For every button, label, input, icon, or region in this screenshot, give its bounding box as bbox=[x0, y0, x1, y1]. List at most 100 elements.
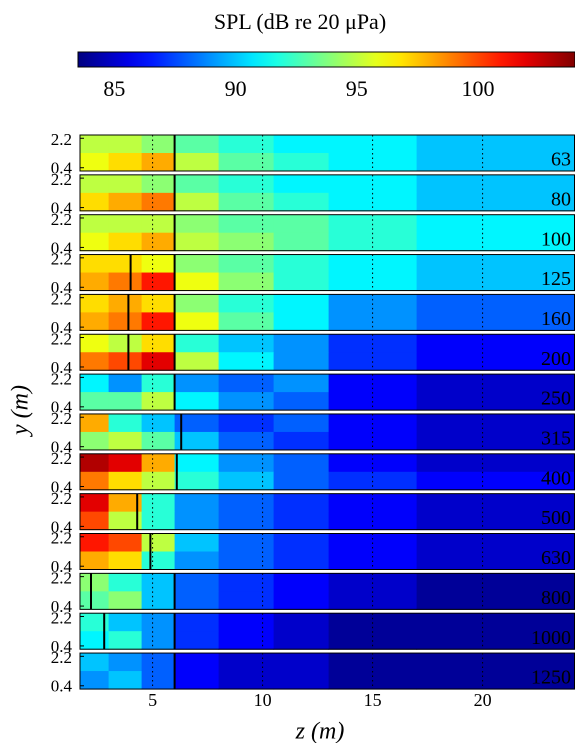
heat-cell bbox=[174, 631, 220, 650]
heat-cell bbox=[80, 573, 110, 592]
heat-cell bbox=[218, 192, 275, 212]
panel: 2.2 0.4 1250 bbox=[51, 648, 575, 696]
heat-cell bbox=[108, 613, 143, 632]
heat-cell bbox=[108, 352, 143, 371]
heat-cell bbox=[141, 533, 176, 552]
heat-cell bbox=[273, 312, 330, 331]
heat-cell bbox=[141, 551, 176, 570]
heat-cell bbox=[218, 413, 275, 433]
y-tick-label: 2.2 bbox=[51, 250, 72, 269]
heat-cell bbox=[174, 573, 220, 592]
heat-cell bbox=[80, 374, 110, 393]
panel-label: 800 bbox=[541, 587, 571, 609]
y-tick-label: 0.4 bbox=[51, 159, 73, 178]
panel-label: 400 bbox=[541, 467, 571, 489]
heat-cell bbox=[80, 533, 110, 552]
heat-cell bbox=[273, 174, 330, 194]
heat-cell bbox=[80, 613, 110, 632]
heat-cell bbox=[141, 214, 176, 234]
heat-cell bbox=[108, 334, 143, 353]
heat-cell bbox=[80, 254, 110, 274]
heat-cell bbox=[80, 591, 110, 610]
heat-cell bbox=[273, 591, 330, 610]
heat-cell bbox=[273, 334, 330, 353]
heat-cell bbox=[218, 471, 275, 491]
heat-cell bbox=[141, 192, 176, 212]
heat-cell bbox=[273, 272, 330, 292]
heat-cell bbox=[80, 453, 110, 473]
heat-cell bbox=[80, 431, 110, 451]
panel: 2.2 0.4 80 bbox=[51, 170, 575, 217]
heat-cell bbox=[218, 573, 275, 592]
y-tick-label: 2.2 bbox=[51, 489, 72, 508]
panel: 2.2 0.4 1000 bbox=[51, 608, 575, 656]
heat-cell bbox=[174, 192, 220, 212]
heat-cell bbox=[174, 671, 220, 690]
heat-cell bbox=[416, 413, 575, 433]
heat-cell bbox=[416, 312, 575, 331]
panel-label: 315 bbox=[541, 428, 571, 450]
heat-cell bbox=[108, 591, 143, 610]
panel-label: 100 bbox=[541, 228, 571, 250]
heat-cell bbox=[141, 352, 176, 371]
heat-cell bbox=[218, 153, 275, 172]
heat-cell bbox=[141, 312, 176, 331]
heat-cell bbox=[141, 334, 176, 353]
heat-cell bbox=[141, 671, 176, 690]
y-tick-label: 0.4 bbox=[51, 517, 73, 536]
heat-cell bbox=[174, 511, 220, 531]
heat-cell bbox=[218, 551, 275, 570]
heat-cell bbox=[416, 254, 575, 274]
heat-cell bbox=[174, 431, 220, 451]
heat-cell bbox=[416, 272, 575, 292]
heat-cell bbox=[174, 312, 220, 331]
heat-cell bbox=[141, 431, 176, 451]
heat-cell bbox=[80, 192, 110, 212]
heat-cell bbox=[218, 272, 275, 292]
heat-cell bbox=[218, 174, 275, 194]
y-tick-label: 0.4 bbox=[51, 318, 73, 337]
heat-cell bbox=[174, 272, 220, 292]
panel-label: 200 bbox=[541, 348, 571, 370]
heat-cell bbox=[273, 374, 330, 393]
y-tick-label: 2.2 bbox=[51, 608, 72, 627]
y-tick-label: 2.2 bbox=[51, 329, 72, 348]
y-tick-label: 0.4 bbox=[51, 398, 73, 417]
heat-cell bbox=[80, 174, 110, 194]
panel: 2.2 0.4 125 bbox=[51, 250, 575, 297]
heat-cell bbox=[416, 392, 575, 411]
y-tick-label: 2.2 bbox=[51, 449, 72, 468]
heat-cell bbox=[273, 671, 330, 690]
panel-label: 500 bbox=[541, 507, 571, 529]
heat-cell bbox=[416, 591, 575, 610]
heat-cell bbox=[108, 174, 143, 194]
heat-cell bbox=[80, 352, 110, 371]
heat-cell bbox=[174, 153, 220, 172]
heat-cell bbox=[273, 214, 330, 234]
y-tick-label: 2.2 bbox=[51, 409, 72, 428]
heat-cell bbox=[273, 573, 330, 592]
heat-cell bbox=[174, 591, 220, 610]
heat-cell bbox=[141, 591, 176, 610]
heat-cell bbox=[174, 453, 220, 473]
y-tick-label: 2.2 bbox=[51, 130, 72, 149]
heat-cell bbox=[416, 533, 575, 552]
y-tick-label: 2.2 bbox=[51, 648, 72, 667]
heat-cell bbox=[141, 613, 176, 632]
y-tick-label: 2.2 bbox=[51, 210, 72, 229]
heat-cell bbox=[108, 272, 143, 292]
heat-cell bbox=[108, 471, 143, 491]
panel-label: 125 bbox=[541, 268, 571, 290]
heat-cell bbox=[108, 511, 143, 531]
heat-cell bbox=[108, 374, 143, 393]
y-tick-label: 0.4 bbox=[51, 278, 73, 297]
heat-cell bbox=[273, 471, 330, 491]
heat-cell bbox=[416, 613, 575, 632]
heat-cell bbox=[218, 352, 275, 371]
heat-cell bbox=[108, 392, 143, 411]
heat-cell bbox=[141, 653, 176, 672]
heat-cell bbox=[218, 671, 275, 690]
heat-cell bbox=[416, 294, 575, 313]
heat-cell bbox=[273, 631, 330, 650]
x-tick-label: 15 bbox=[364, 690, 382, 710]
